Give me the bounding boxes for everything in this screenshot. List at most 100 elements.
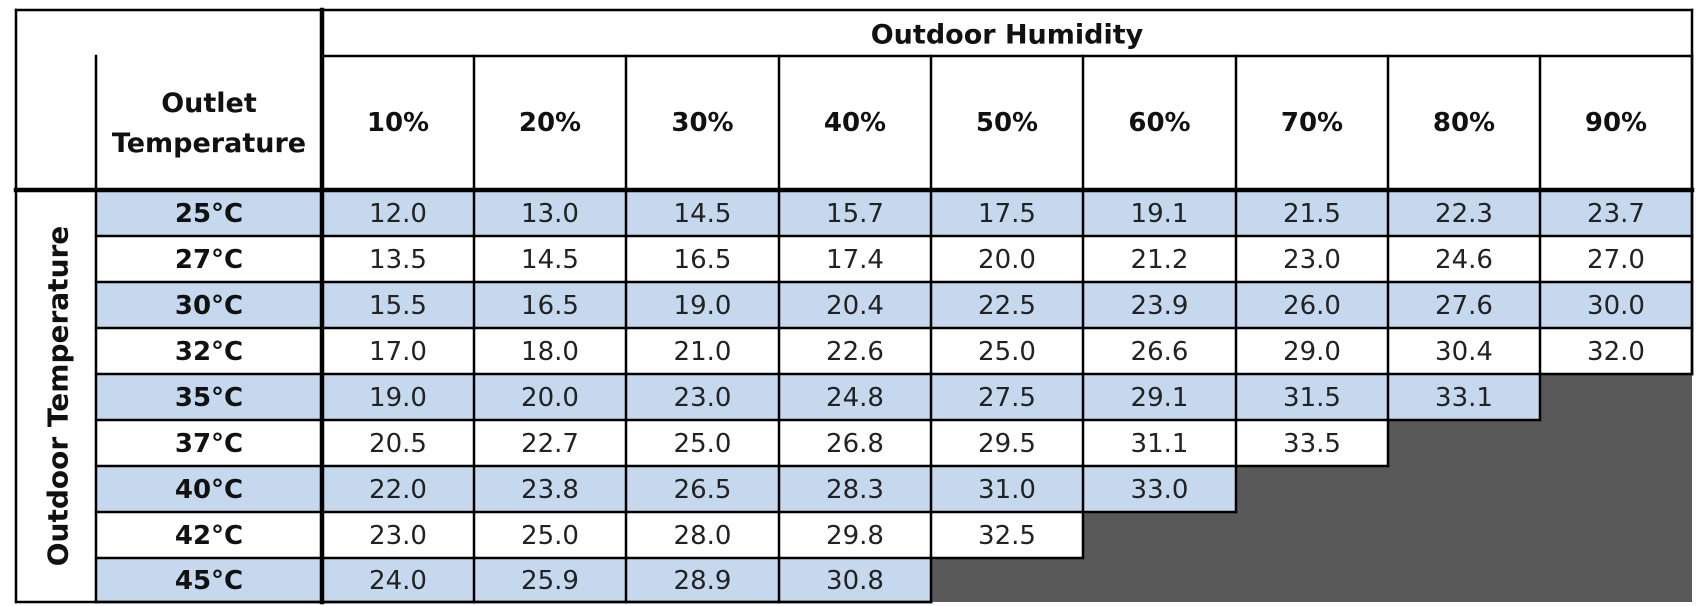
table-cell-value: 26.8 bbox=[826, 429, 884, 459]
table-cell-value: 23.0 bbox=[369, 521, 427, 551]
table-cell-value: 12.0 bbox=[369, 199, 427, 229]
table-cell-value: 13.0 bbox=[521, 199, 579, 229]
shaded-cell bbox=[1540, 190, 1692, 236]
table-cell-value: 32.0 bbox=[1587, 337, 1645, 367]
table-cell-value: 23.0 bbox=[674, 383, 732, 413]
row-group-label: Outdoor Temperature bbox=[42, 226, 75, 567]
empty-cell bbox=[1236, 466, 1388, 512]
table-cell-value: 31.1 bbox=[1131, 429, 1189, 459]
row-header: 42°C bbox=[175, 521, 243, 551]
shaded-cell bbox=[474, 558, 626, 602]
table-cell-value: 28.9 bbox=[674, 566, 732, 596]
shaded-cell bbox=[931, 282, 1083, 328]
empty-cell bbox=[1083, 512, 1236, 558]
shaded-cell bbox=[1236, 282, 1388, 328]
table-cell-value: 33.0 bbox=[1131, 475, 1189, 505]
empty-cell bbox=[1236, 512, 1388, 558]
empty-cell bbox=[1388, 512, 1540, 558]
row-header: 35°C bbox=[175, 383, 243, 413]
table-cell-value: 19.0 bbox=[674, 291, 732, 321]
table-cell-value: 22.3 bbox=[1435, 199, 1493, 229]
table-cell-value: 19.1 bbox=[1131, 199, 1189, 229]
table-cell-value: 32.5 bbox=[978, 521, 1036, 551]
table-cell-value: 23.0 bbox=[1283, 245, 1341, 275]
table-cell-value: 27.5 bbox=[978, 383, 1036, 413]
table-cell-value: 24.6 bbox=[1435, 245, 1493, 275]
column-header: 40% bbox=[824, 108, 886, 138]
shaded-cell bbox=[626, 282, 779, 328]
table-cell-value: 21.2 bbox=[1131, 245, 1189, 275]
table-cell-value: 22.7 bbox=[521, 429, 579, 459]
shaded-cell bbox=[322, 558, 474, 602]
row-header: 32°C bbox=[175, 337, 243, 367]
table-cell-value: 30.0 bbox=[1587, 291, 1645, 321]
table-cell-value: 27.6 bbox=[1435, 291, 1493, 321]
column-header: 50% bbox=[976, 108, 1038, 138]
table-cell-value: 31.5 bbox=[1283, 383, 1341, 413]
table-cell-value: 30.8 bbox=[826, 566, 884, 596]
row-header: 40°C bbox=[175, 475, 243, 505]
shaded-cell bbox=[1236, 374, 1388, 420]
table-cell-value: 23.7 bbox=[1587, 199, 1645, 229]
table-cell-value: 29.0 bbox=[1283, 337, 1341, 367]
empty-cell bbox=[1540, 374, 1692, 420]
table-cell-value: 29.5 bbox=[978, 429, 1036, 459]
table-cell-value: 22.5 bbox=[978, 291, 1036, 321]
empty-cell bbox=[1083, 558, 1236, 602]
shaded-cell bbox=[1388, 190, 1540, 236]
shaded-cell bbox=[474, 466, 626, 512]
empty-cell bbox=[931, 558, 1083, 602]
table-cell-value: 29.8 bbox=[826, 521, 884, 551]
table-cell-value: 25.9 bbox=[521, 566, 579, 596]
shaded-cell bbox=[931, 190, 1083, 236]
shaded-cell bbox=[1388, 374, 1540, 420]
shaded-cell bbox=[931, 374, 1083, 420]
column-header: 10% bbox=[367, 108, 429, 138]
table-cell-value: 29.1 bbox=[1131, 383, 1189, 413]
table-cell-value: 25.0 bbox=[978, 337, 1036, 367]
shaded-cell bbox=[322, 190, 474, 236]
table-cell-value: 15.7 bbox=[826, 199, 884, 229]
shaded-cell bbox=[1388, 282, 1540, 328]
shaded-cell bbox=[626, 466, 779, 512]
table-cell-value: 19.0 bbox=[369, 383, 427, 413]
row-header: 45°C bbox=[175, 566, 243, 596]
table-cell-value: 22.6 bbox=[826, 337, 884, 367]
table-cell-value: 28.0 bbox=[674, 521, 732, 551]
column-header: 60% bbox=[1128, 108, 1190, 138]
table-cell-value: 25.0 bbox=[674, 429, 732, 459]
table-cell-value: 26.0 bbox=[1283, 291, 1341, 321]
column-header: 30% bbox=[671, 108, 733, 138]
table-cell-value: 14.5 bbox=[674, 199, 732, 229]
table-cell-value: 13.5 bbox=[369, 245, 427, 275]
row-header: 30°C bbox=[175, 291, 243, 321]
shaded-cell bbox=[96, 190, 322, 236]
shaded-cell bbox=[1083, 466, 1236, 512]
column-header: 80% bbox=[1433, 108, 1495, 138]
table-cell-value: 15.5 bbox=[369, 291, 427, 321]
table-cell-value: 20.0 bbox=[521, 383, 579, 413]
table-cell-value: 18.0 bbox=[521, 337, 579, 367]
shaded-cell bbox=[1540, 282, 1692, 328]
table-cell-value: 17.0 bbox=[369, 337, 427, 367]
row-header-label: Outlet Temperature bbox=[112, 88, 306, 159]
empty-cell bbox=[1540, 558, 1692, 602]
table-cell-value: 14.5 bbox=[521, 245, 579, 275]
table-cell-value: 28.3 bbox=[826, 475, 884, 505]
empty-cell bbox=[1388, 420, 1540, 466]
shaded-cell bbox=[779, 282, 931, 328]
shaded-cell bbox=[779, 190, 931, 236]
table-cell-value: 20.4 bbox=[826, 291, 884, 321]
table-cell-value: 23.8 bbox=[521, 475, 579, 505]
table-cell-value: 24.8 bbox=[826, 383, 884, 413]
table-cell-value: 31.0 bbox=[978, 475, 1036, 505]
empty-cell bbox=[1540, 512, 1692, 558]
row-header: 27°C bbox=[175, 245, 243, 275]
shaded-cell bbox=[1083, 374, 1236, 420]
shaded-cell bbox=[474, 282, 626, 328]
table-cell-value: 27.0 bbox=[1587, 245, 1645, 275]
table-cell-value: 25.0 bbox=[521, 521, 579, 551]
table-cell-value: 17.4 bbox=[826, 245, 884, 275]
column-group-label: Outdoor Humidity bbox=[871, 20, 1144, 51]
